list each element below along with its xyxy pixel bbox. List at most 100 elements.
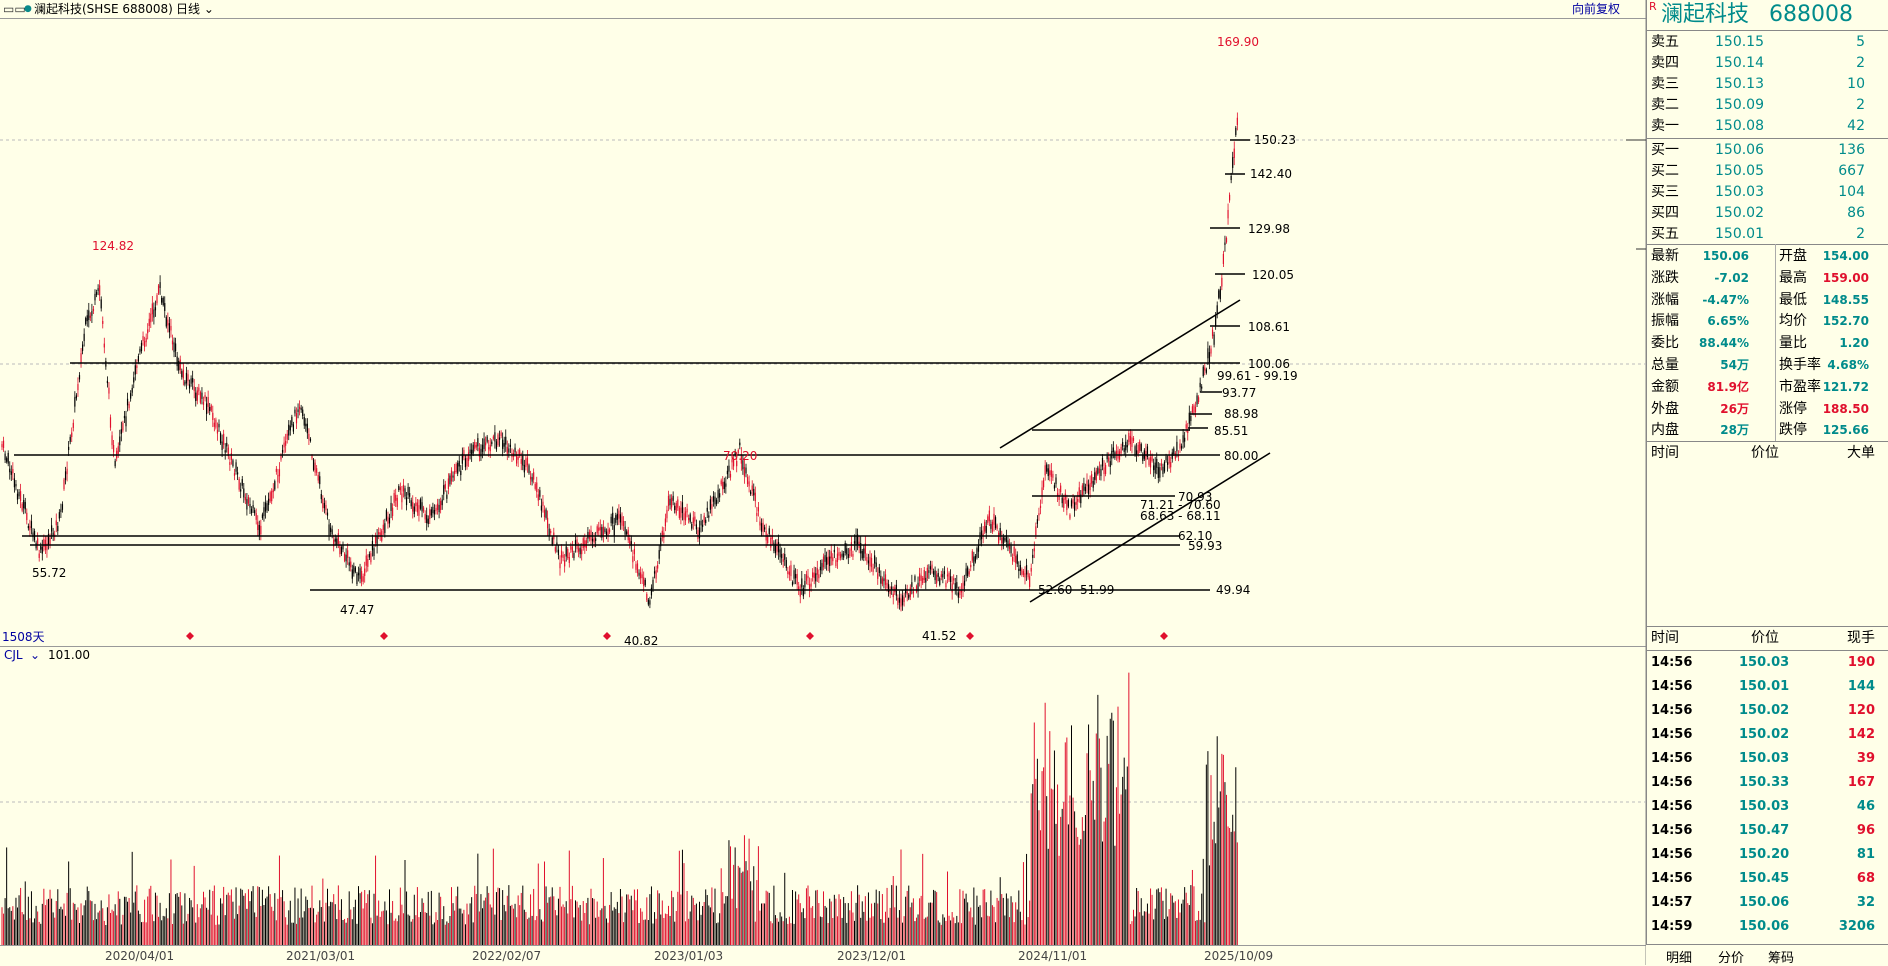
candle-body: [1154, 462, 1156, 474]
candle-body: [643, 577, 645, 587]
candle-body: [415, 502, 417, 507]
tick-row[interactable]: 14:56 150.33 167: [1647, 772, 1888, 793]
tick-row[interactable]: 14:56 150.45 68: [1647, 868, 1888, 889]
candle-body: [912, 591, 914, 594]
stock-name: 澜起科技: [1661, 2, 1750, 27]
candle-body: [1230, 176, 1232, 181]
candle-body: [816, 568, 818, 575]
candle-body: [996, 525, 998, 530]
upper-trend-line: [999, 299, 1241, 449]
candle-body: [1148, 458, 1150, 466]
tick-time: 14:56: [1651, 727, 1693, 742]
candle-body: [1001, 537, 1003, 544]
candle-body: [874, 555, 876, 564]
tab-chips[interactable]: 筹码: [1768, 951, 1795, 966]
candle-body: [683, 513, 685, 520]
col-price: 价位: [1751, 630, 1779, 646]
tick-row[interactable]: 14:56 150.03 46: [1647, 796, 1888, 817]
candle-body: [114, 460, 116, 467]
candle-body: [835, 560, 837, 567]
price-adjust-button[interactable]: 向前复权: [1572, 2, 1621, 16]
candle-body: [485, 442, 487, 446]
ask-row: 卖一 150.08 42: [1647, 116, 1888, 137]
candle-body: [731, 459, 733, 463]
candle-body: [1097, 467, 1099, 474]
candle-body: [337, 533, 339, 544]
candle-body: [607, 529, 609, 536]
candle-body: [151, 303, 153, 315]
stat-label: 外盘: [1651, 400, 1679, 417]
candle-body: [646, 593, 648, 601]
candle-body: [1047, 468, 1049, 477]
candle-body: [764, 527, 766, 530]
window-icon[interactable]: ▭▭: [3, 2, 26, 16]
tab-price-dist[interactable]: 分价: [1718, 951, 1745, 966]
candle-body: [125, 416, 127, 427]
candle-body: [1022, 571, 1025, 575]
candle-body: [461, 453, 463, 464]
candle-body: [650, 587, 653, 596]
col-time: 时间: [1651, 630, 1679, 646]
low-label: 41.52: [922, 629, 956, 643]
candle-body: [987, 516, 989, 523]
candle-body: [1157, 467, 1159, 478]
candle-body: [1115, 451, 1118, 455]
candle-body: [976, 548, 978, 558]
tick-row[interactable]: 14:57 150.06 32: [1647, 892, 1888, 913]
candle-body: [596, 526, 598, 534]
chevron-down-icon[interactable]: ⌄: [30, 648, 40, 662]
candle-body: [362, 576, 364, 582]
kline-chart[interactable]: 169.90 124.82 70.20 55.72 47.47 40.82 41…: [0, 0, 1646, 965]
candle-body: [880, 575, 882, 584]
tick-row[interactable]: 14:59 150.06 3206: [1647, 916, 1888, 937]
candle-body: [957, 592, 959, 598]
tick-row[interactable]: 14:56 150.02 142: [1647, 724, 1888, 745]
period-selector[interactable]: 日线 ⌄: [176, 0, 214, 18]
tick-row[interactable]: 14:56 150.03 39: [1647, 748, 1888, 769]
tick-time: 14:56: [1651, 655, 1693, 670]
candle-body: [43, 538, 45, 547]
candle-body: [78, 375, 81, 380]
tick-row[interactable]: 14:56 150.47 96: [1647, 820, 1888, 841]
tick-price: 150.45: [1739, 871, 1790, 886]
stat-label: 振幅: [1651, 313, 1679, 330]
level-label: 68.63 - 68.11: [1140, 509, 1221, 523]
candle-body: [288, 424, 290, 436]
level-label: 62.10: [1178, 529, 1212, 543]
days-count: 1508天: [2, 630, 45, 644]
candle-body: [243, 488, 245, 498]
candle-body: [627, 529, 629, 541]
candle-body: [540, 505, 542, 511]
candle-body: [168, 323, 170, 333]
candle-body: [260, 525, 262, 535]
candle-body: [334, 538, 336, 542]
tab-detail[interactable]: 明细: [1666, 951, 1693, 966]
tick-row[interactable]: 14:56 150.02 120: [1647, 700, 1888, 721]
tick-row[interactable]: 14:56 150.01 144: [1647, 676, 1888, 697]
candle-body: [348, 562, 350, 566]
candle-body: [216, 429, 219, 434]
candle-body: [884, 574, 887, 585]
candle-body: [1170, 462, 1172, 468]
volume-indicator-name[interactable]: CJL: [4, 648, 23, 662]
candle-body: [1024, 573, 1026, 578]
candle-body: [523, 464, 525, 473]
candle-body: [830, 551, 832, 559]
candle-body: [791, 582, 794, 585]
candle-body: [962, 582, 964, 591]
candle-body: [932, 571, 935, 575]
candle-body: [850, 542, 852, 551]
candle-body: [984, 521, 986, 532]
tick-row[interactable]: 14:56 150.20 81: [1647, 844, 1888, 865]
tick-time: 14:56: [1651, 799, 1693, 814]
candle-body: [113, 445, 115, 453]
candle-body: [131, 387, 133, 393]
candle-body: [993, 513, 995, 525]
tick-time: 14:56: [1651, 775, 1693, 790]
candle-body: [466, 457, 468, 467]
candle-body: [418, 505, 420, 516]
tick-row[interactable]: 14:56 150.03 190: [1647, 652, 1888, 673]
candle-body: [133, 377, 135, 383]
candle-body: [812, 572, 814, 578]
candle-body: [1125, 441, 1127, 451]
